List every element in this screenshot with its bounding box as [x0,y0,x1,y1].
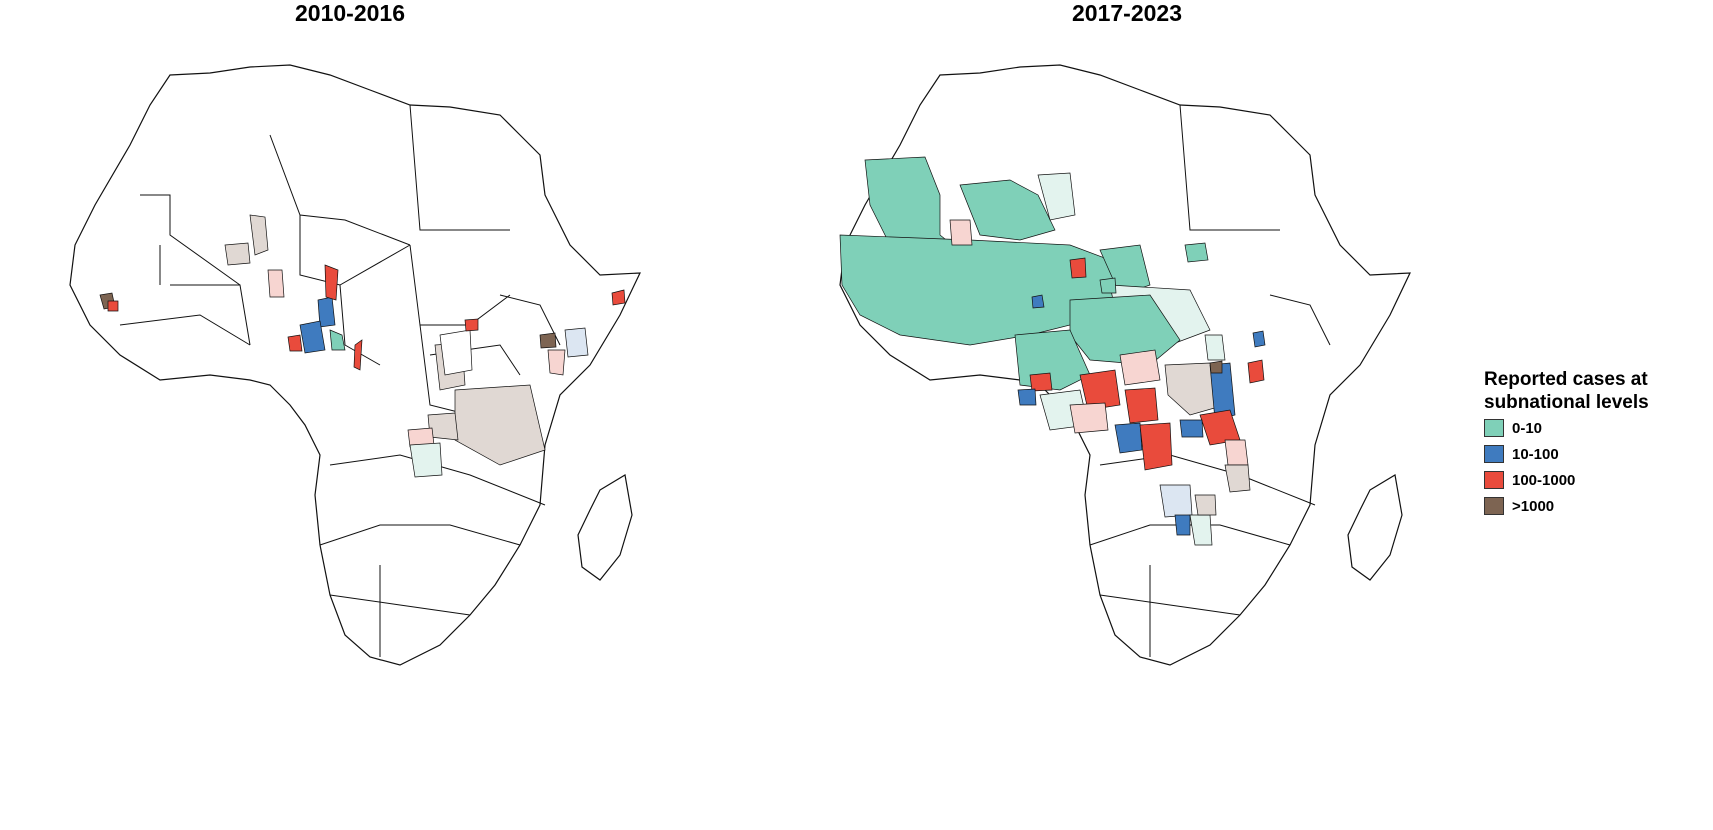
legend: Reported cases at subnational levels 0-1… [1484,368,1713,518]
legend-swatch [1484,471,1504,489]
subnational-regions-2017-2023 [839,156,1266,546]
africa-map-2010-2016 [69,64,641,666]
legend-swatch [1484,497,1504,515]
panel-title-2017-2023: 2017-2023 [1072,0,1182,26]
legend-swatch [1484,419,1504,437]
legend-title-line1: Reported cases at [1484,369,1648,390]
panel-title-2010-2016: 2010-2016 [295,0,405,26]
legend-label: 10-100 [1512,445,1559,463]
legend-item-10-100: 10-100 [1484,442,1713,466]
subnational-regions-2010-2016 [99,214,626,478]
legend-title-line2: subnational levels [1484,392,1649,413]
madagascar-outline [577,474,633,581]
legend-item-over-1000: >1000 [1484,494,1713,518]
legend-item-0-10: 0-10 [1484,416,1713,440]
legend-label: 100-1000 [1512,471,1576,489]
legend-item-100-1000: 100-1000 [1484,468,1713,492]
madagascar-outline [1347,474,1403,581]
africa-map-2017-2023 [839,64,1411,666]
country-borders [119,104,561,657]
legend-label: 0-10 [1512,419,1543,437]
legend-label: >1000 [1512,497,1555,515]
legend-swatch [1484,445,1504,463]
